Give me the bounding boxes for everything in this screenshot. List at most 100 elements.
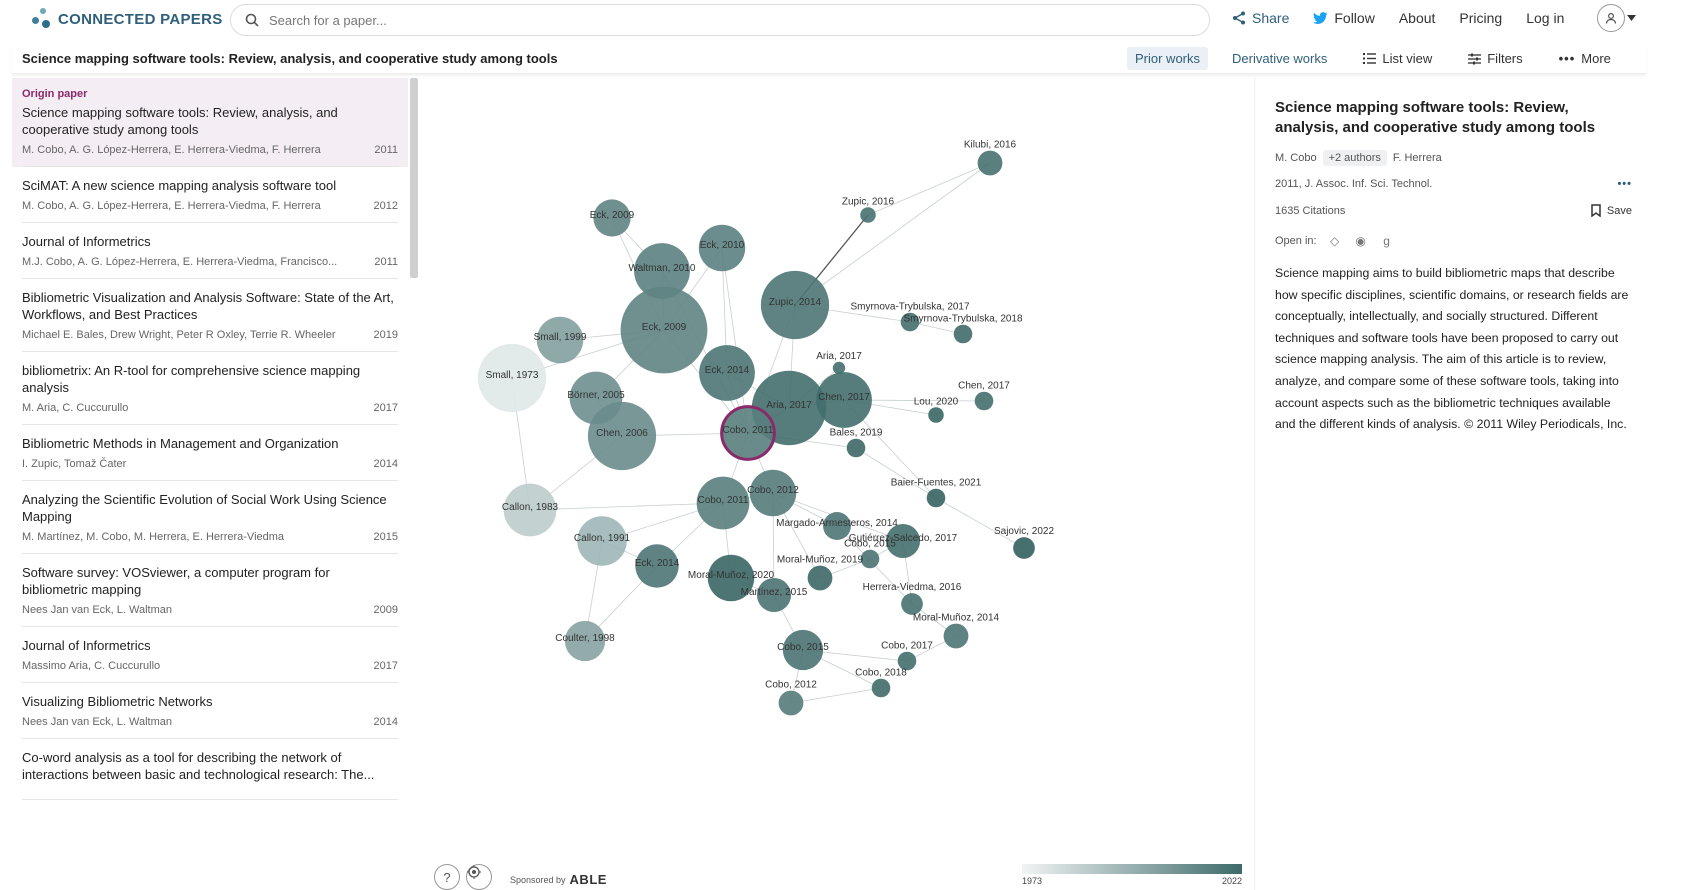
graph-node-circle[interactable] [823,512,851,540]
graph-node[interactable]: Eck, 2010 [698,224,746,272]
graph-node-circle[interactable] [760,270,830,340]
graph-node[interactable]: Eck, 2014 [699,345,755,401]
graph-node[interactable]: Chen, 2017 [958,381,1010,411]
graph-node[interactable]: Bales, 2019 [830,428,883,458]
graph-node[interactable]: Eck, 2009 [590,199,635,237]
graph-node-circle[interactable] [593,199,631,237]
graph-node-circle[interactable] [620,286,708,374]
graph-node-circle[interactable] [778,690,804,716]
graph-node[interactable]: Chen, 2006 [587,401,657,471]
graph-node[interactable]: Eck, 2009 [620,286,708,374]
graph-node[interactable]: Cobo, 2011 [720,405,776,461]
citation-graph[interactable]: Kilubi, 2016 Eck, 2009 Zupic, 2016 Eck, 201… [422,78,1254,858]
semantic-scholar-icon[interactable]: ◇ [1329,234,1340,248]
graph-node[interactable]: Small, 1999 [534,316,587,364]
graph-node[interactable]: Coulter, 1998 [555,620,615,662]
graph-node[interactable]: Moral-Muñoz, 2014 [913,613,1000,649]
help-button[interactable]: ? [434,864,460,890]
list-item[interactable]: Visualizing Bibliometric Networks Nees Ja… [12,683,408,739]
list-item[interactable]: bibliometrix: An R-tool for comprehensiv… [12,352,408,425]
graph-node[interactable]: Eck, 2014 [635,544,680,588]
graph-node[interactable]: Cobo, 2012 [765,680,817,716]
graph-node-circle[interactable] [860,207,876,223]
sponsor-note[interactable]: Sponsored by ABLE [510,872,607,887]
graph-node-circle[interactable] [926,488,946,508]
graph-node[interactable]: Herrera-Viedma, 2016 [863,582,962,615]
graph-node[interactable]: Lou, 2020 [914,396,959,423]
google-scholar-icon[interactable]: g [1383,234,1390,248]
graph-node-circle[interactable] [564,620,606,662]
detail-last-author[interactable]: F. Herrera [1392,152,1442,164]
graph-node[interactable]: Baier-Fuentes, 2021 [891,478,982,508]
list-item[interactable]: Analyzing the Scientific Evolution of So… [12,481,408,554]
graph-node-circle[interactable] [536,316,584,364]
list-item[interactable]: Bibliometric Methods in Management and O… [12,425,408,481]
graph-node[interactable]: Cobo, 2015 [844,539,896,569]
derivative-works-button[interactable]: Derivative works [1232,51,1328,66]
list-item[interactable]: Co-word analysis as a tool for describin… [12,739,408,800]
graph-node[interactable]: Small, 1973 [477,343,547,413]
graph-node-circle[interactable] [832,361,846,375]
follow-button[interactable]: Follow [1313,10,1375,26]
graph-node[interactable]: Moral-Muñoz, 2019 [777,555,864,591]
list-item[interactable]: Software survey: VOSviewer, a computer p… [12,554,408,627]
list-view-button[interactable]: List view [1355,47,1440,70]
graph-node[interactable]: Zupic, 2014 [760,270,830,340]
list-scrollbar[interactable] [410,78,418,278]
prior-works-button[interactable]: Prior works [1127,47,1209,70]
graph-node-circle[interactable] [577,516,627,566]
graph-node-circle[interactable] [816,372,872,428]
graph-node-circle[interactable] [503,483,557,537]
graph-node[interactable]: Gutiérrez-Salcedo, 2017 [849,523,958,559]
origin-paper-item[interactable]: Origin paper Science mapping software too… [12,78,408,167]
graph-node-circle[interactable] [943,623,969,649]
save-button[interactable]: Save [1591,204,1632,217]
graph-node[interactable]: Kilubi, 2016 [964,140,1017,176]
filters-button[interactable]: Filters [1460,47,1530,70]
graph-node-circle[interactable] [928,407,944,423]
login-link[interactable]: Log in [1526,10,1565,26]
graph-node[interactable]: Cobo, 2015 [777,629,829,671]
detail-first-author[interactable]: M. Cobo [1275,152,1317,164]
share-button[interactable]: Share [1232,10,1289,26]
graph-panel[interactable]: Kilubi, 2016 Eck, 2009 Zupic, 2016 Eck, 201… [422,78,1254,890]
more-button[interactable]: ••• More [1551,47,1619,70]
graph-node-circle[interactable] [953,324,973,344]
graph-node[interactable]: Smyrnova-Trybulska, 2017 [850,302,970,332]
graph-node[interactable]: Smyrnova-Trybulska, 2018 [903,314,1023,344]
graph-node-circle[interactable] [699,345,755,401]
list-item[interactable]: SciMAT: A new science mapping analysis s… [12,167,408,223]
logo[interactable]: CONNECTED PAPERS [32,8,223,30]
graph-node-circle[interactable] [897,651,917,671]
account-menu[interactable] [1597,4,1636,32]
graph-node[interactable]: Martínez, 2015 [741,577,808,613]
graph-node-circle[interactable] [635,544,679,588]
graph-node-circle[interactable] [696,476,750,530]
graph-node[interactable]: Zupic, 2016 [842,196,895,223]
graph-node[interactable]: Cobo, 2017 [881,641,933,671]
graph-node-circle[interactable] [901,593,923,615]
graph-node[interactable]: Cobo, 2011 [696,476,750,530]
graph-node-circle[interactable] [1013,537,1035,559]
graph-node[interactable]: Cobo, 2018 [855,668,907,698]
graph-node-circle[interactable] [756,577,792,613]
graph-node-circle[interactable] [871,678,891,698]
pubmed-icon[interactable]: ◉ [1355,234,1366,248]
list-item[interactable]: Journal of Informetrics M.J. Cobo, A. G. … [12,223,408,279]
graph-node-circle[interactable] [707,554,755,602]
list-item[interactable]: Bibliometric Visualization and Analysis … [12,279,408,352]
pricing-link[interactable]: Pricing [1459,10,1503,26]
graph-node-circle[interactable] [860,549,880,569]
graph-node[interactable]: Margado-Armesteros, 2014 [776,512,898,540]
graph-node[interactable]: Cobo, 2012 [747,469,799,517]
graph-node-circle[interactable] [749,469,797,517]
about-link[interactable]: About [1398,10,1436,26]
graph-node[interactable]: Waltman, 2010 [629,243,696,299]
graph-node[interactable]: Chen, 2017 [816,372,872,428]
graph-node-circle[interactable] [782,629,824,671]
graph-node-circle[interactable] [977,150,1003,176]
list-item[interactable]: Journal of Informetrics Massimo Aria, C. … [12,627,408,683]
detail-more-icon[interactable]: ••• [1617,178,1632,190]
recenter-button[interactable] [466,864,492,890]
graph-node-circle[interactable] [634,243,690,299]
